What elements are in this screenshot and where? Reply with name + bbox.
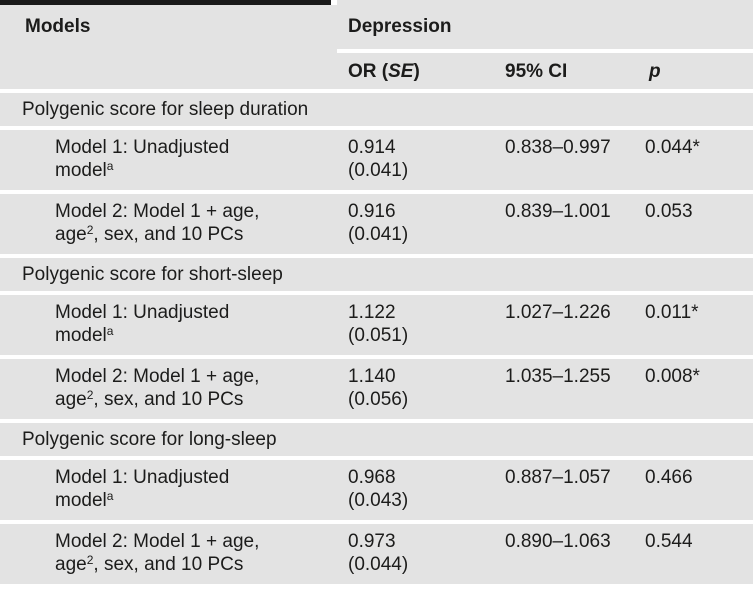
model-label-line2: age2, sex, and 10 PCs	[55, 388, 348, 411]
exponent-marker: 2	[86, 553, 94, 567]
label-text-tail: , sex, and 10 PCs	[93, 554, 244, 575]
section-title: Polygenic score for sleep duration	[22, 99, 309, 120]
or-value: 0.916	[348, 201, 396, 222]
or-value: 0.973	[348, 531, 396, 552]
ci-value: 0.887–1.057	[505, 467, 611, 488]
table-row: Model 1: Unadjusted modela 0.968 (0.043)…	[0, 460, 753, 520]
ci-value: 0.890–1.063	[505, 531, 611, 552]
top-border-bar	[0, 0, 331, 5]
or-value: 0.914	[348, 137, 396, 158]
model-label-line1: Model 1: Unadjusted	[55, 137, 230, 158]
column-header-ci: 95% CI	[505, 61, 568, 82]
model-label-line2: age2, sex, and 10 PCs	[55, 223, 348, 246]
se-value: (0.044)	[348, 554, 409, 575]
or-se-value: 0.916 (0.041)	[348, 200, 505, 254]
column-header-p: p	[649, 61, 661, 82]
or-se-value: 0.914 (0.041)	[348, 136, 505, 190]
section-header-row: Polygenic score for short-sleep	[0, 258, 753, 291]
p-value: 0.011*	[645, 302, 699, 323]
model-label-line2: modela	[55, 489, 348, 512]
section-header-row: Polygenic score for long-sleep	[0, 423, 753, 456]
subheader-row: OR (SE) 95% CI p	[337, 53, 753, 89]
p-value: 0.544	[645, 531, 693, 552]
depression-label: Depression	[348, 16, 452, 37]
p-value: 0.053	[645, 201, 693, 222]
footnote-marker: a	[106, 324, 114, 338]
exponent-marker: 2	[86, 223, 94, 237]
ci-value: 1.035–1.255	[505, 366, 611, 387]
or-se-value: 1.140 (0.056)	[348, 365, 505, 419]
section-title: Polygenic score for short-sleep	[22, 264, 283, 285]
model-label-line2: age2, sex, and 10 PCs	[55, 553, 348, 576]
footnote-marker: a	[106, 489, 114, 503]
or-label-pre: OR (	[348, 61, 389, 82]
se-value: (0.041)	[348, 160, 409, 181]
model-label: Model 1: Unadjusted modela	[0, 301, 348, 355]
section-title: Polygenic score for long-sleep	[22, 429, 277, 450]
se-label: SE	[388, 61, 414, 82]
model-label: Model 2: Model 1 + age, age2, sex, and 1…	[0, 530, 348, 584]
or-value: 1.122	[348, 302, 396, 323]
column-header-models: Models	[0, 5, 337, 89]
table-header: Models Depression OR (SE) 95% CI p	[0, 0, 753, 89]
ci-value: 0.838–0.997	[505, 137, 611, 158]
p-value: 0.466	[645, 467, 693, 488]
model-label: Model 1: Unadjusted modela	[0, 466, 348, 520]
model-label-line1: Model 2: Model 1 + age,	[55, 531, 260, 552]
label-text-tail: , sex, and 10 PCs	[93, 224, 244, 245]
or-value: 0.968	[348, 467, 396, 488]
label-text-tail: , sex, and 10 PCs	[93, 389, 244, 410]
footnote-marker: a	[106, 159, 114, 173]
model-label-line1: Model 1: Unadjusted	[55, 467, 230, 488]
label-text: model	[55, 490, 107, 511]
exponent-marker: 2	[86, 388, 94, 402]
or-value: 1.140	[348, 366, 396, 387]
table-row: Model 2: Model 1 + age, age2, sex, and 1…	[0, 359, 753, 419]
label-text: age	[55, 554, 87, 575]
model-label-line1: Model 2: Model 1 + age,	[55, 366, 260, 387]
label-text: model	[55, 325, 107, 346]
model-label: Model 2: Model 1 + age, age2, sex, and 1…	[0, 200, 348, 254]
label-text: model	[55, 160, 107, 181]
or-se-value: 0.973 (0.044)	[348, 530, 505, 584]
se-value: (0.051)	[348, 325, 409, 346]
model-label-line1: Model 1: Unadjusted	[55, 302, 230, 323]
se-value: (0.056)	[348, 389, 409, 410]
section-header-row: Polygenic score for sleep duration	[0, 93, 753, 126]
model-label-line2: modela	[55, 324, 348, 347]
model-label-line1: Model 2: Model 1 + age,	[55, 201, 260, 222]
column-header-or-se: OR (SE)	[348, 61, 505, 89]
model-label: Model 2: Model 1 + age, age2, sex, and 1…	[0, 365, 348, 419]
table-row: Model 2: Model 1 + age, age2, sex, and 1…	[0, 524, 753, 584]
label-text: age	[55, 389, 87, 410]
models-label: Models	[25, 16, 91, 37]
ci-value: 1.027–1.226	[505, 302, 611, 323]
label-text: age	[55, 224, 87, 245]
ci-value: 0.839–1.001	[505, 201, 611, 222]
p-value: 0.044*	[645, 137, 700, 158]
or-label-post: )	[413, 61, 420, 82]
se-value: (0.041)	[348, 224, 409, 245]
model-label-line2: modela	[55, 159, 348, 182]
table-row: Model 1: Unadjusted modela 0.914 (0.041)…	[0, 130, 753, 190]
table-row: Model 1: Unadjusted modela 1.122 (0.051)…	[0, 295, 753, 355]
or-se-value: 0.968 (0.043)	[348, 466, 505, 520]
model-label: Model 1: Unadjusted modela	[0, 136, 348, 190]
header-right-group: Depression OR (SE) 95% CI p	[337, 0, 753, 89]
column-spanner-depression: Depression	[337, 0, 753, 49]
p-value: 0.008*	[645, 366, 700, 387]
table-row: Model 2: Model 1 + age, age2, sex, and 1…	[0, 194, 753, 254]
se-value: (0.043)	[348, 490, 409, 511]
or-se-value: 1.122 (0.051)	[348, 301, 505, 355]
